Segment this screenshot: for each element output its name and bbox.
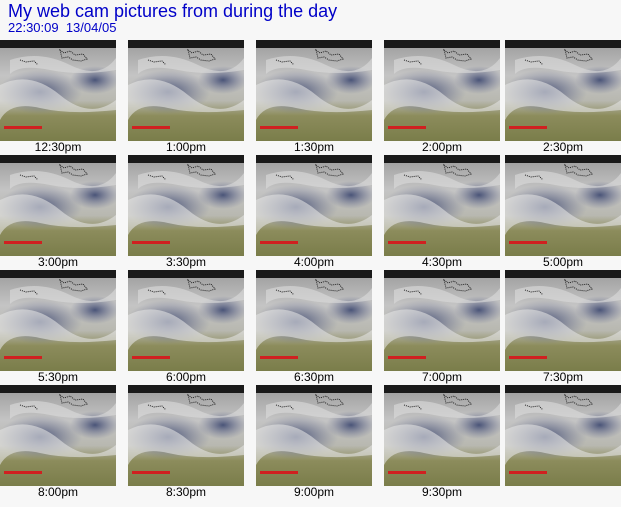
image-content bbox=[128, 270, 244, 371]
webcam-image bbox=[0, 270, 116, 371]
image-caption: 2:00pm bbox=[421, 140, 463, 154]
webcam-image bbox=[505, 155, 621, 256]
image-content bbox=[384, 155, 500, 256]
image-caption: 3:30pm bbox=[165, 255, 207, 269]
webcam-image bbox=[128, 385, 244, 486]
webcam-image bbox=[505, 385, 621, 486]
webcam-image bbox=[384, 155, 500, 256]
image-content bbox=[0, 40, 116, 141]
image-content bbox=[505, 270, 621, 371]
image-caption: 6:00pm bbox=[165, 370, 207, 384]
webcam-image bbox=[0, 40, 116, 141]
image-content bbox=[0, 155, 116, 256]
webcam-image bbox=[256, 40, 372, 141]
image-content bbox=[505, 155, 621, 256]
image-content bbox=[505, 40, 621, 141]
image-caption: 4:30pm bbox=[421, 255, 463, 269]
image-content bbox=[505, 385, 621, 486]
image-caption: 9:30pm bbox=[421, 485, 463, 499]
image-caption: 8:00pm bbox=[37, 485, 79, 499]
timestamp: 22:30:09 13/04/05 bbox=[8, 20, 117, 35]
image-caption: 3:00pm bbox=[37, 255, 79, 269]
image-caption: 1:00pm bbox=[165, 140, 207, 154]
webcam-image bbox=[505, 270, 621, 371]
webcam-image bbox=[256, 385, 372, 486]
image-content bbox=[256, 155, 372, 256]
image-caption: 7:30pm bbox=[542, 370, 584, 384]
image-caption: 12:30pm bbox=[34, 140, 82, 154]
image-content bbox=[384, 40, 500, 141]
webcam-image bbox=[384, 385, 500, 486]
webcam-image bbox=[128, 40, 244, 141]
image-caption: 5:30pm bbox=[37, 370, 79, 384]
webcam-image bbox=[505, 40, 621, 141]
image-content bbox=[384, 385, 500, 486]
image-caption: 9:00pm bbox=[293, 485, 335, 499]
image-content bbox=[256, 385, 372, 486]
image-content bbox=[256, 40, 372, 141]
image-caption: 1:30pm bbox=[293, 140, 335, 154]
image-caption: 4:00pm bbox=[293, 255, 335, 269]
image-content bbox=[128, 385, 244, 486]
image-caption: 7:00pm bbox=[421, 370, 463, 384]
image-content bbox=[0, 270, 116, 371]
webcam-image bbox=[0, 385, 116, 486]
webcam-image bbox=[0, 155, 116, 256]
page-title: My web cam pictures from during the day bbox=[8, 1, 338, 21]
webcam-image bbox=[128, 270, 244, 371]
webcam-image bbox=[384, 40, 500, 141]
webcam-image bbox=[384, 270, 500, 371]
image-content bbox=[128, 155, 244, 256]
webcam-image bbox=[256, 155, 372, 256]
image-content bbox=[384, 270, 500, 371]
image-caption: 6:30pm bbox=[293, 370, 335, 384]
webcam-image bbox=[256, 270, 372, 371]
image-caption: 8:30pm bbox=[165, 485, 207, 499]
webcam-image bbox=[128, 155, 244, 256]
image-content bbox=[128, 40, 244, 141]
image-content bbox=[256, 270, 372, 371]
image-content bbox=[0, 385, 116, 486]
image-caption: 2:30pm bbox=[542, 140, 584, 154]
image-caption: 5:00pm bbox=[542, 255, 584, 269]
